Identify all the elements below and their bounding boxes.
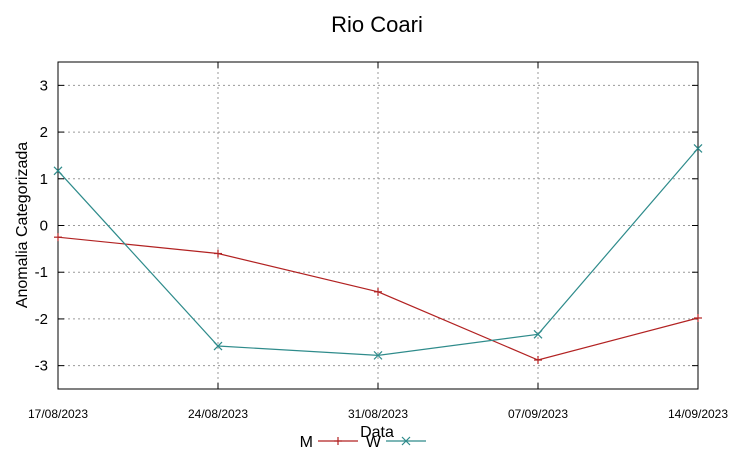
x-tick-label: 07/09/2023 xyxy=(508,407,568,421)
data-point-m xyxy=(214,249,222,258)
x-axis: 17/08/2023 24/08/2023 31/08/2023 07/09/2023… xyxy=(28,62,728,421)
grid-lines xyxy=(58,62,698,389)
x-tick-label: 17/08/2023 xyxy=(28,407,88,421)
data-point-m xyxy=(534,356,542,365)
marker-stroke xyxy=(401,436,411,446)
y-tick-label: 0 xyxy=(40,218,48,235)
marker-stroke xyxy=(373,350,383,360)
marker-stroke xyxy=(533,329,543,339)
y-tick-label: -2 xyxy=(35,311,48,328)
legend-marker-w xyxy=(401,436,411,446)
x-tick-label: 31/08/2023 xyxy=(348,407,408,421)
data-point-w xyxy=(213,341,223,351)
data-point-w xyxy=(53,166,63,176)
series-layer xyxy=(53,143,703,365)
data-point-m xyxy=(374,287,382,296)
series-line-w xyxy=(57,148,699,357)
data-point-w xyxy=(693,143,703,153)
marker-stroke xyxy=(53,166,63,176)
y-axis: 3 2 1 0 -1 -2 -3 xyxy=(35,77,698,375)
x-axis-label: Data xyxy=(360,424,394,441)
y-tick-label: 1 xyxy=(40,171,48,188)
y-axis-label: Anomalia Categorizada xyxy=(14,142,31,308)
data-point-w xyxy=(373,350,383,360)
chart-title: Rio Coari xyxy=(331,12,423,37)
y-tick-label: -1 xyxy=(35,264,48,281)
y-tick-label: -3 xyxy=(35,358,48,375)
y-tick-label: 2 xyxy=(40,124,48,141)
legend-marker-m xyxy=(334,437,342,445)
legend-label-w: W xyxy=(366,434,382,451)
x-tick-label: 24/08/2023 xyxy=(188,407,248,421)
x-tick-label: 14/09/2023 xyxy=(668,407,728,421)
data-point-w xyxy=(533,329,543,339)
data-point-m xyxy=(694,313,702,322)
marker-stroke xyxy=(693,143,703,153)
marker-stroke xyxy=(213,341,223,351)
legend-label-m: M xyxy=(300,434,313,451)
data-point-m xyxy=(54,233,62,242)
y-tick-label: 3 xyxy=(40,77,48,94)
